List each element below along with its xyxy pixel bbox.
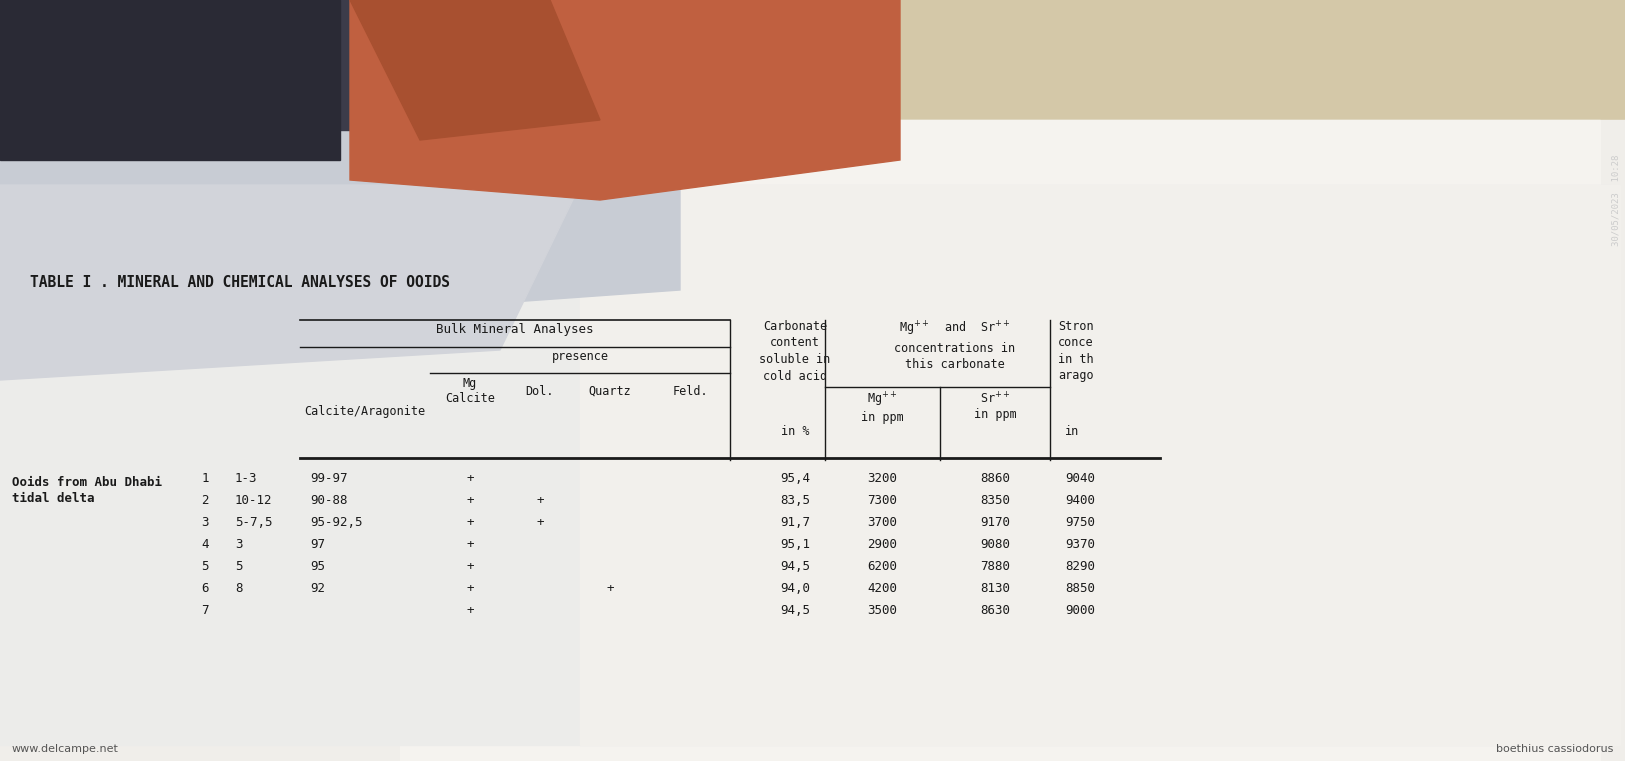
Text: 8860: 8860: [980, 472, 1011, 485]
Text: +: +: [466, 538, 474, 551]
Text: Stron
conce
in th
arago: Stron conce in th arago: [1058, 320, 1094, 383]
Text: +: +: [466, 472, 474, 485]
Text: Dol.: Dol.: [526, 385, 554, 398]
Text: Quartz: Quartz: [588, 385, 632, 398]
Text: Feld.: Feld.: [673, 385, 708, 398]
Text: 95-92,5: 95-92,5: [310, 516, 362, 529]
Text: 8: 8: [236, 582, 242, 595]
Text: 97: 97: [310, 538, 325, 551]
Text: 9000: 9000: [1064, 604, 1095, 617]
Text: 95: 95: [310, 560, 325, 573]
Text: +: +: [466, 516, 474, 529]
Bar: [400, 120, 1601, 761]
Text: 5: 5: [202, 560, 208, 573]
Text: 7300: 7300: [868, 494, 897, 507]
Text: 99-97: 99-97: [310, 472, 348, 485]
Text: boethius cassiodorus: boethius cassiodorus: [1495, 744, 1614, 754]
Bar: [0, 120, 1625, 761]
Bar: [700, 0, 1625, 200]
Text: 3: 3: [202, 516, 208, 529]
Text: 8130: 8130: [980, 582, 1011, 595]
Text: Calcite/Aragonite: Calcite/Aragonite: [304, 405, 426, 418]
Text: +: +: [536, 494, 544, 507]
Text: 92: 92: [310, 582, 325, 595]
Text: 83,5: 83,5: [780, 494, 809, 507]
Polygon shape: [349, 0, 900, 200]
Text: 4200: 4200: [868, 582, 897, 595]
Text: 90-88: 90-88: [310, 494, 348, 507]
Text: 1: 1: [202, 472, 208, 485]
Text: 95,1: 95,1: [780, 538, 809, 551]
Text: 9080: 9080: [980, 538, 1011, 551]
Text: +: +: [466, 494, 474, 507]
Bar: [0, 0, 549, 130]
Text: 8850: 8850: [1064, 582, 1095, 595]
Text: 94,5: 94,5: [780, 604, 809, 617]
Text: 9370: 9370: [1064, 538, 1095, 551]
Text: 8290: 8290: [1064, 560, 1095, 573]
Text: 6200: 6200: [868, 560, 897, 573]
Text: 9400: 9400: [1064, 494, 1095, 507]
Text: tidal delta: tidal delta: [11, 492, 94, 505]
Text: 5-7,5: 5-7,5: [236, 516, 273, 529]
Text: 8630: 8630: [980, 604, 1011, 617]
Text: www.delcampe.net: www.delcampe.net: [11, 744, 119, 754]
Text: 3: 3: [236, 538, 242, 551]
Text: 2: 2: [202, 494, 208, 507]
Text: +: +: [536, 516, 544, 529]
Text: TABLE I . MINERAL AND CHEMICAL ANALYSES OF OOIDS: TABLE I . MINERAL AND CHEMICAL ANALYSES …: [29, 275, 450, 290]
Text: 4: 4: [202, 538, 208, 551]
Text: presence: presence: [551, 350, 608, 363]
Text: 91,7: 91,7: [780, 516, 809, 529]
Text: Carbonate
content
soluble in
cold acid: Carbonate content soluble in cold acid: [759, 320, 830, 383]
Polygon shape: [0, 120, 679, 350]
Text: Sr$^{++}$
in ppm: Sr$^{++}$ in ppm: [973, 391, 1016, 422]
Bar: [580, 185, 1620, 745]
Text: 9040: 9040: [1064, 472, 1095, 485]
Text: +: +: [606, 582, 614, 595]
Text: 94,0: 94,0: [780, 582, 809, 595]
Text: 3700: 3700: [868, 516, 897, 529]
Text: 94,5: 94,5: [780, 560, 809, 573]
Text: +: +: [466, 560, 474, 573]
Text: 8350: 8350: [980, 494, 1011, 507]
Text: 9750: 9750: [1064, 516, 1095, 529]
Text: 2900: 2900: [868, 538, 897, 551]
Text: 1-3: 1-3: [236, 472, 257, 485]
Polygon shape: [0, 185, 580, 380]
Bar: [0, 185, 1610, 745]
Text: 9170: 9170: [980, 516, 1011, 529]
Text: in: in: [1064, 425, 1079, 438]
Text: 10-12: 10-12: [236, 494, 273, 507]
Bar: [0, 0, 340, 160]
Text: 3200: 3200: [868, 472, 897, 485]
Text: in %: in %: [780, 425, 809, 438]
Text: Mg
Calcite: Mg Calcite: [445, 377, 496, 405]
Text: +: +: [466, 604, 474, 617]
Text: Ooids from Abu Dhabi: Ooids from Abu Dhabi: [11, 476, 162, 489]
Text: 3500: 3500: [868, 604, 897, 617]
Text: Bulk Mineral Analyses: Bulk Mineral Analyses: [436, 323, 593, 336]
Text: 7: 7: [202, 604, 208, 617]
Text: 6: 6: [202, 582, 208, 595]
Polygon shape: [349, 0, 600, 140]
Text: +: +: [466, 582, 474, 595]
Text: 5: 5: [236, 560, 242, 573]
Text: 30/05/2023  10:28: 30/05/2023 10:28: [1612, 154, 1620, 246]
Text: 7880: 7880: [980, 560, 1011, 573]
Text: Mg$^{++}$  and  Sr$^{++}$
concentrations in
this carbonate: Mg$^{++}$ and Sr$^{++}$ concentrations i…: [894, 320, 1016, 371]
Text: Mg$^{++}$
in ppm: Mg$^{++}$ in ppm: [861, 391, 904, 425]
Text: 95,4: 95,4: [780, 472, 809, 485]
